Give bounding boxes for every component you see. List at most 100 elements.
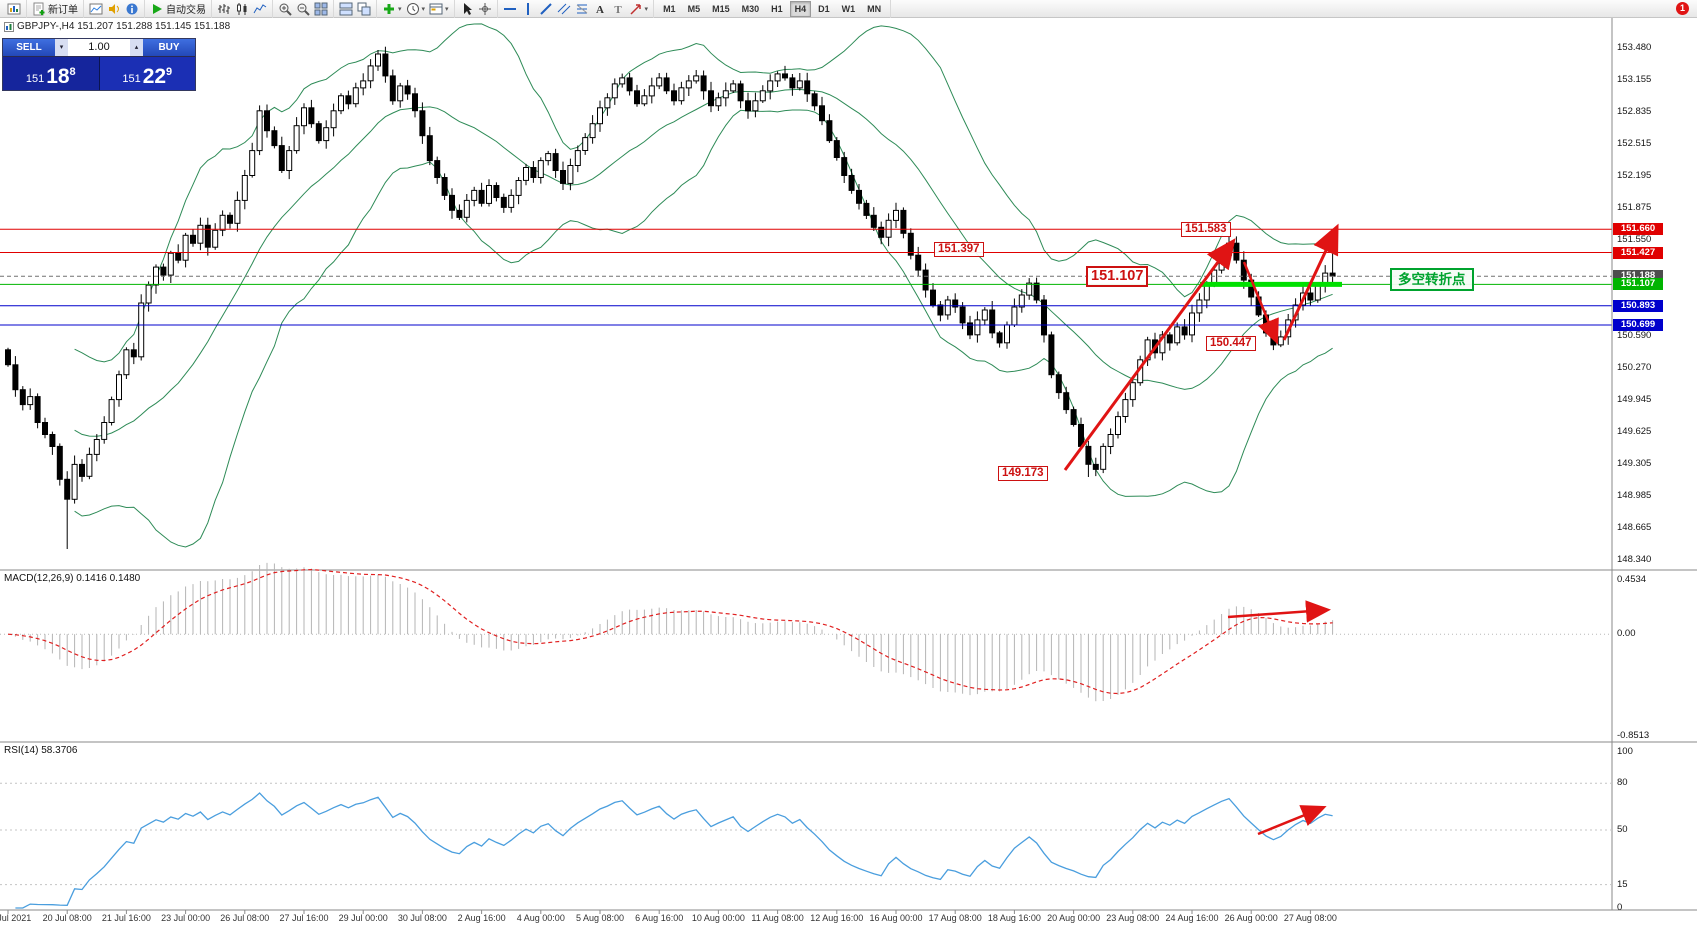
dropdown-caret-icon[interactable]: ▾ <box>421 5 426 13</box>
candle-body <box>833 140 840 159</box>
trend-arrow[interactable] <box>1282 223 1339 341</box>
time-axis-label: 4 Aug 00:00 <box>516 913 565 923</box>
buy-button[interactable]: BUY <box>143 39 195 56</box>
candlestick-icon <box>237 2 247 15</box>
candle-body <box>219 214 226 231</box>
tf-m30[interactable]: M30 <box>741 3 760 14</box>
tf-m1[interactable]: M1 <box>663 3 676 14</box>
dropdown-caret-icon[interactable]: ▾ <box>644 5 649 13</box>
channel-tool-button[interactable] <box>555 1 573 17</box>
candle-body <box>471 189 478 201</box>
bar-chart-button[interactable] <box>215 1 233 17</box>
trend-arrow[interactable] <box>1257 805 1327 836</box>
zoom-in-button[interactable] <box>276 1 294 17</box>
candle-body <box>730 83 737 92</box>
trend-arrow[interactable] <box>1242 261 1279 345</box>
candle-body <box>930 289 936 306</box>
sell-options-caret-icon[interactable]: ▾ <box>55 39 68 56</box>
tf-d1[interactable]: D1 <box>818 3 830 14</box>
trend-arrow[interactable] <box>1063 238 1236 471</box>
candle-body <box>71 463 78 500</box>
candle-body <box>508 194 515 208</box>
autotrade-button[interactable]: 自动交易 <box>148 0 208 17</box>
candle-body <box>759 90 766 102</box>
alerts-button[interactable] <box>105 1 123 17</box>
time-axis-label: 26 Jul 08:00 <box>220 913 270 923</box>
candle-body <box>175 252 182 261</box>
text-tool-button[interactable]: A <box>591 1 609 17</box>
tile-windows-button[interactable] <box>312 1 330 17</box>
candle-body <box>1181 326 1188 336</box>
candle-body <box>582 137 589 152</box>
volume-spinner[interactable]: ▴ <box>130 39 143 56</box>
price-tag-150.699: 150.699 <box>1613 319 1663 331</box>
crosshair-button[interactable] <box>476 1 494 17</box>
price-annotation[interactable]: 150.447 <box>1206 336 1256 351</box>
price-annotation[interactable]: 151.583 <box>1181 222 1231 237</box>
autotrade-icon <box>153 3 162 14</box>
notification-badge[interactable]: 1 <box>1676 2 1689 15</box>
price-annotation[interactable]: 151.397 <box>934 242 984 257</box>
periods-icon <box>406 2 419 15</box>
candle-body <box>64 478 71 500</box>
tf-h1[interactable]: H1 <box>771 3 783 14</box>
macd-scale-label: -0.8513 <box>1617 730 1650 741</box>
candle-body <box>693 75 700 82</box>
indicators-button[interactable]: ▾ <box>380 1 404 17</box>
price-tag-151.427: 151.427 <box>1613 247 1663 259</box>
periods-button[interactable]: ▾ <box>404 1 428 17</box>
chart-window-button[interactable] <box>5 1 23 17</box>
price-axis-label: 149.945 <box>1617 394 1652 405</box>
tf-m15[interactable]: M15 <box>712 3 730 14</box>
hline-tool-button[interactable] <box>501 1 519 17</box>
time-axis-label: 27 Aug 08:00 <box>1283 913 1337 923</box>
candle-body <box>19 389 26 406</box>
candle-body <box>1122 399 1129 418</box>
new-chart-button[interactable] <box>87 1 105 17</box>
label-tool-button[interactable]: T <box>609 1 627 17</box>
candle-body <box>967 322 973 336</box>
price-annotation[interactable]: 149.173 <box>998 466 1048 481</box>
line-chart-button[interactable] <box>251 1 269 17</box>
turning-point-note[interactable]: 多空转折点 <box>1390 268 1474 291</box>
trendline-tool-button[interactable] <box>537 1 555 17</box>
cursor-icon <box>463 2 472 15</box>
price-axis-label: 149.305 <box>1617 458 1652 469</box>
price-annotation[interactable]: 151.107 <box>1086 266 1149 287</box>
candle-body <box>782 73 788 79</box>
volume-input[interactable]: 1.00 <box>68 39 130 56</box>
dropdown-caret-icon[interactable]: ▾ <box>445 5 449 13</box>
tf-m5[interactable]: M5 <box>687 3 701 14</box>
tf-mn[interactable]: MN <box>867 3 882 14</box>
news-button[interactable] <box>123 1 141 17</box>
candlestick-button[interactable] <box>233 1 251 17</box>
fibonacci-tool-button[interactable] <box>573 1 591 17</box>
candle-body <box>449 194 455 211</box>
candle-body <box>1070 409 1077 426</box>
candle-body <box>1196 299 1203 314</box>
trend-arrow[interactable] <box>1227 600 1331 623</box>
vline-tool-button[interactable] <box>519 1 537 17</box>
dropdown-caret-icon[interactable]: ▾ <box>398 5 402 13</box>
cascade-icon <box>357 2 371 15</box>
candle-body <box>227 214 233 224</box>
tf-h4[interactable]: H4 <box>789 0 812 17</box>
candle-body <box>345 95 352 105</box>
zoom-out-button[interactable] <box>294 1 312 17</box>
candle-body <box>789 77 796 89</box>
sell-button[interactable]: SELL <box>3 39 55 56</box>
shapes-tool-button[interactable]: ▾ <box>627 1 651 17</box>
new-order-button-label: 新订单 <box>48 5 78 16</box>
one-click-controls: SELL ▾ 1.00 ▴ BUY <box>3 39 195 56</box>
arrange-windows-button[interactable] <box>337 1 355 17</box>
templates-button[interactable]: ▾ <box>427 1 451 17</box>
cascade-windows-button[interactable] <box>355 1 373 17</box>
ask-price-button[interactable]: 151 22 9 <box>98 57 195 90</box>
bid-price-button[interactable]: 151 18 8 <box>3 57 99 90</box>
new-order-button[interactable]: 新订单 <box>30 0 80 17</box>
tf-w1[interactable]: W1 <box>841 3 856 14</box>
candle-body <box>804 80 811 95</box>
cursor-button[interactable] <box>458 1 476 17</box>
bollinger-middle <box>74 88 1333 437</box>
